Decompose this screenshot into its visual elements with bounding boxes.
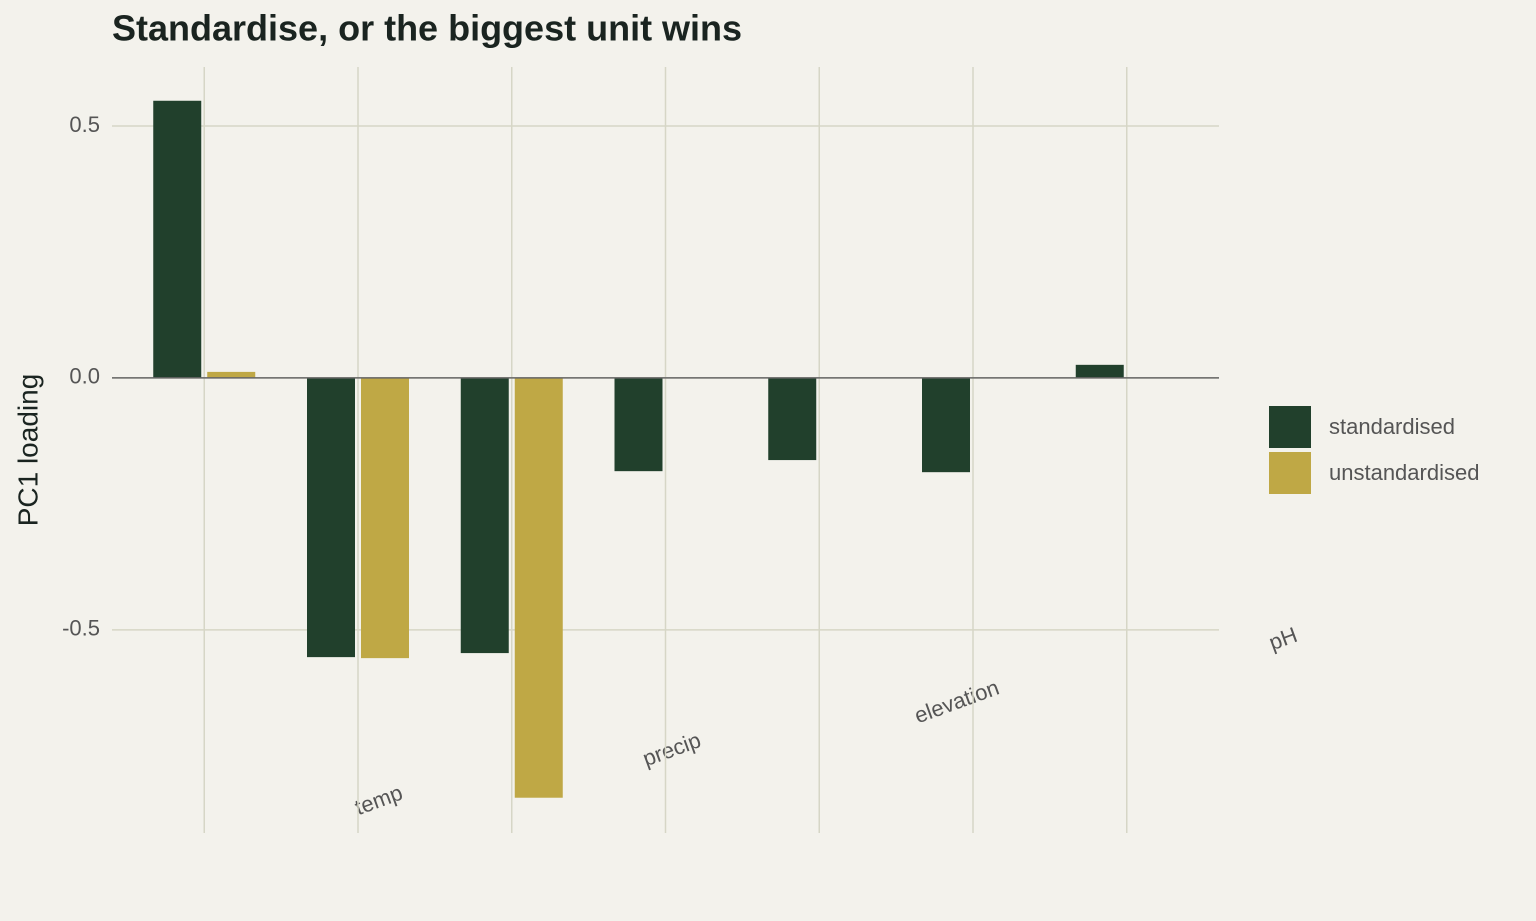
bar xyxy=(922,377,970,473)
legend-label: unstandardised xyxy=(1329,460,1479,485)
bar xyxy=(207,371,256,378)
y-tick-label: -0.5 xyxy=(62,616,100,641)
y-tick-label: 0.0 xyxy=(69,364,100,389)
legend-swatch xyxy=(1269,452,1311,494)
bar xyxy=(514,377,563,798)
bar xyxy=(1075,364,1124,378)
bar xyxy=(153,100,202,378)
bar xyxy=(460,377,509,654)
bar xyxy=(768,377,817,461)
legend-swatch xyxy=(1269,406,1311,448)
bar xyxy=(614,377,663,472)
bar xyxy=(307,377,355,658)
bar xyxy=(361,377,409,659)
y-tick-label: 0.5 xyxy=(69,112,100,137)
y-axis-label: PC1 loading xyxy=(12,374,43,527)
legend-label: standardised xyxy=(1329,414,1455,439)
chart-title: Standardise, or the biggest unit wins xyxy=(112,8,742,49)
